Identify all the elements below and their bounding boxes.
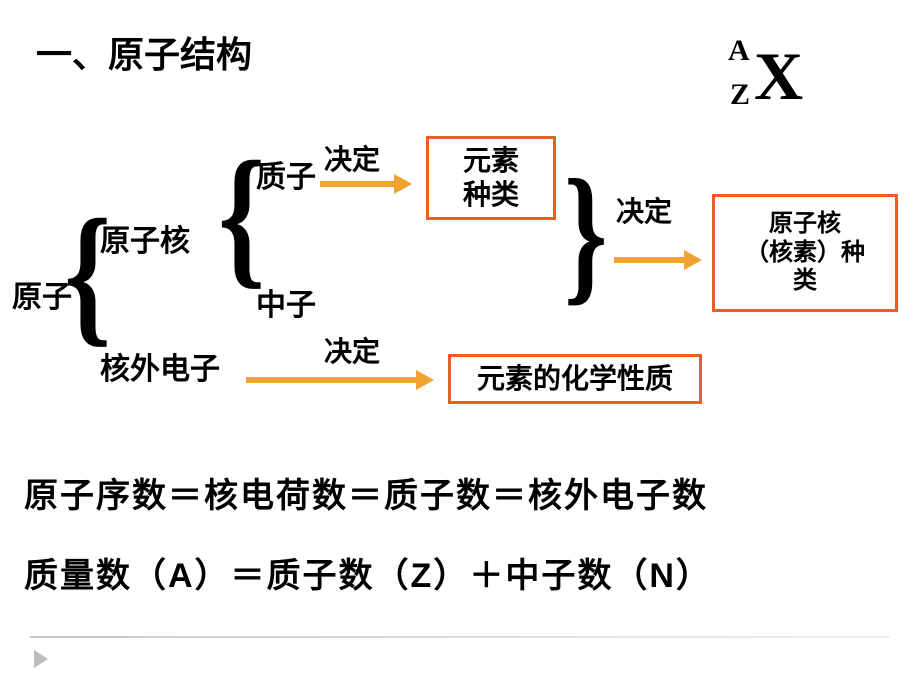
play-icon bbox=[34, 650, 48, 668]
section-title: 一、原子结构 bbox=[36, 26, 252, 78]
footer-divider bbox=[30, 636, 890, 638]
brace-nucleus: { bbox=[218, 138, 265, 294]
box-chemical-property: 元素的化学性质 bbox=[448, 354, 702, 404]
element-symbol: X bbox=[754, 38, 803, 114]
decide-label-3: 决定 bbox=[324, 330, 380, 370]
nuclide-symbol: A Z X bbox=[754, 42, 803, 110]
node-atom: 原子 bbox=[12, 272, 72, 316]
atomic-number-label: Z bbox=[730, 78, 750, 112]
box-element-type: 元素种类 bbox=[426, 136, 556, 220]
box-nuclide-type: 原子核（核素）种类 bbox=[712, 194, 898, 312]
decide-label-2: 决定 bbox=[616, 190, 672, 230]
brace-atom: { bbox=[64, 196, 111, 352]
mass-number-label: A bbox=[728, 34, 750, 68]
node-electron: 核外电子 bbox=[100, 344, 220, 388]
brace-right: } bbox=[564, 156, 607, 310]
equation-mass-number: 质量数（A）＝质子数（Z）＋中子数（N） bbox=[24, 548, 920, 597]
equation-atomic-number: 原子序数＝核电荷数＝质子数＝核外电子数 bbox=[24, 468, 920, 517]
decide-label-1: 决定 bbox=[324, 138, 380, 178]
node-nucleus: 原子核 bbox=[100, 216, 190, 260]
